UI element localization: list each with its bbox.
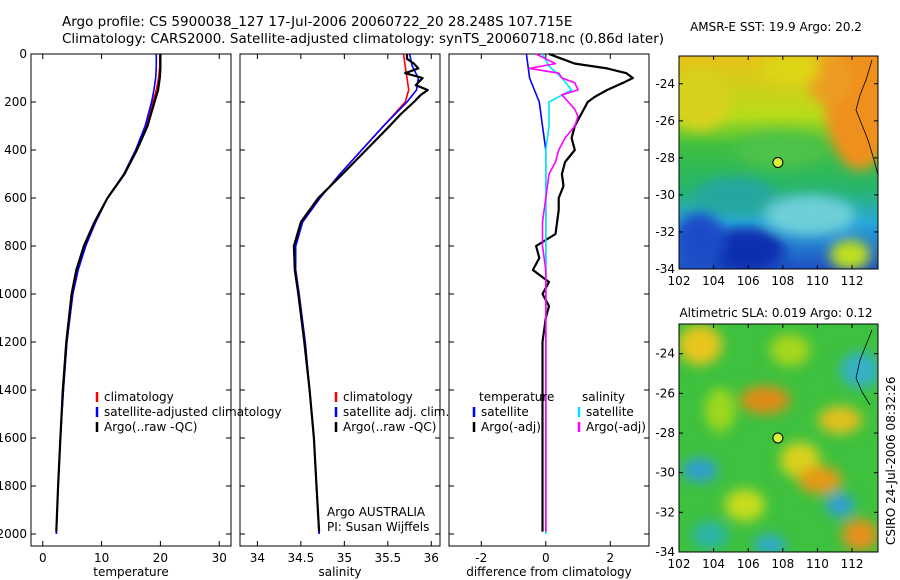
series-line-black: [531, 52, 635, 532]
map-x-tick-label: 108: [771, 557, 794, 571]
figure-title-line-2: Climatology: CARS2000. Satellite-adjuste…: [62, 31, 664, 47]
legend-label: Argo(..raw -QC): [343, 420, 436, 434]
legend-label: climatology: [343, 390, 413, 404]
float-annotation: PI: Susan Wijffels: [327, 520, 429, 534]
legend-label: Argo(-adj): [586, 420, 646, 434]
y-tick-label: 0: [19, 47, 27, 61]
map-x-tick-label: 112: [841, 274, 864, 288]
x-tick-label: 34.5: [288, 551, 315, 565]
map-x-tick-label: 102: [668, 274, 691, 288]
plot-frame: [239, 53, 441, 547]
x-tick-label: 35.5: [374, 551, 401, 565]
y-tick-label: 1600: [0, 431, 27, 445]
map-y-tick-label: -34: [655, 262, 675, 276]
x-tick-label: 30: [212, 551, 227, 565]
map-x-tick-label: 104: [702, 557, 725, 571]
sla-map-axes: 102 104 106 108 110 112 -24 -26 -28 -30 -32 -34: [655, 324, 878, 571]
legend-label: satellite: [481, 405, 529, 419]
map-y-tick-label: -30: [655, 188, 675, 202]
legend-label: satellite adj. clim.: [343, 405, 449, 419]
map-x-tick-label: 108: [771, 274, 794, 288]
x-tick-label: 10: [94, 551, 109, 565]
sst-map-field: [679, 56, 878, 269]
map-y-tick-label: -26: [655, 114, 675, 128]
x-axis-label: difference from climatology: [466, 565, 632, 579]
float-position-marker: [772, 156, 784, 168]
sst-map-frame: [678, 55, 879, 270]
y-tick-label: 200: [4, 95, 27, 109]
y-tick-label: 400: [4, 143, 27, 157]
legend-label: climatology: [104, 390, 174, 404]
series-line-blue: [294, 53, 420, 535]
x-tick-label: 20: [153, 551, 168, 565]
x-tick-label: 36: [424, 551, 439, 565]
float-position-marker: [772, 432, 784, 444]
temperature-panel: 0 10 20 30 0 200 400 600 800 1000 1200 1400 1600 1800…: [0, 47, 282, 579]
plot-frame: [30, 53, 232, 547]
map-y-tick-label: -32: [655, 225, 675, 239]
y-tick-label: 2000: [0, 527, 27, 541]
series-line-black: [55, 54, 162, 532]
sst-map-axes: 102 104 106 108 110 112 -24 -26 -28 -30 -32 -34: [655, 56, 878, 288]
map-y-tick-label: -24: [655, 77, 675, 91]
sst-map-title: AMSR-E SST: 19.9 Argo: 20.2: [690, 20, 862, 34]
map-y-tick-label: -28: [655, 426, 675, 440]
legend-label: Argo(..raw -QC): [104, 420, 197, 434]
series-line-cyan: [541, 53, 573, 534]
legend-header: salinity: [582, 390, 625, 404]
map-y-tick-label: -32: [655, 505, 675, 519]
x-tick-label: 0: [542, 551, 550, 565]
map-y-tick-label: -34: [655, 545, 675, 559]
map-y-tick-label: -24: [655, 347, 675, 361]
x-tick-label: 2: [606, 551, 614, 565]
y-tick-label: 600: [4, 191, 27, 205]
y-tick-label: 1200: [0, 335, 27, 349]
series-line-black: [292, 54, 429, 532]
x-tick-label: 34: [250, 551, 265, 565]
map-x-tick-label: 112: [841, 557, 864, 571]
series-line-red: [294, 53, 410, 535]
legend-label: satellite-adjusted climatology: [104, 405, 282, 419]
y-tick-label: 1400: [0, 383, 27, 397]
y-tick-label: 1800: [0, 479, 27, 493]
salinity-panel: 34 34.5 35 35.5 36 salinity climatologysatelli…: [239, 53, 449, 579]
legend-label: Argo(-adj): [481, 420, 541, 434]
legend-label: satellite: [586, 405, 634, 419]
map-x-tick-label: 104: [702, 274, 725, 288]
figure-title-line-1: Argo profile: CS 5900038_127 17-Jul-2006…: [62, 14, 572, 30]
map-y-tick-label: -30: [655, 466, 675, 480]
x-tick-label: 35: [337, 551, 352, 565]
map-x-tick-label: 110: [806, 557, 829, 571]
sla-map-frame: [678, 323, 879, 553]
x-axis-label: salinity: [318, 565, 361, 579]
map-x-tick-label: 110: [806, 274, 829, 288]
map-x-tick-label: 106: [737, 557, 760, 571]
y-tick-label: 800: [4, 239, 27, 253]
creation-stamp: CSIRO 24-Jul-2006 08:32:26: [884, 377, 898, 545]
sla-map-title: Altimetric SLA: 0.019 Argo: 0.12: [679, 306, 872, 320]
map-x-tick-label: 106: [737, 274, 760, 288]
x-axis-label: temperature: [93, 565, 168, 579]
series-line-magenta: [528, 53, 579, 532]
y-tick-label: 1000: [0, 287, 27, 301]
sla-map-field: [679, 324, 878, 552]
map-x-tick-label: 102: [668, 557, 691, 571]
x-tick-label: -2: [475, 551, 487, 565]
map-y-tick-label: -26: [655, 386, 675, 400]
x-tick-label: 0: [39, 551, 47, 565]
map-y-tick-label: -28: [655, 151, 675, 165]
float-annotation: Argo AUSTRALIA: [327, 505, 426, 519]
legend-header: temperature: [479, 390, 554, 404]
